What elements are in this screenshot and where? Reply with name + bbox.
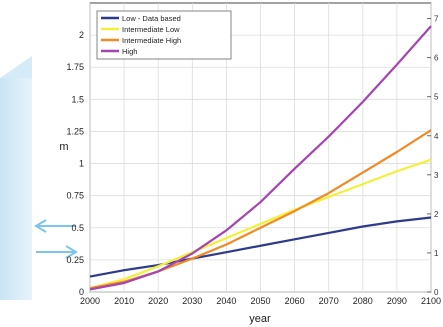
left-arrow-icon bbox=[34, 219, 76, 233]
x-tick-label: 2020 bbox=[148, 296, 168, 306]
x-tick-label: 2050 bbox=[250, 296, 270, 306]
series-line-1 bbox=[89, 158, 432, 290]
legend-label-2: Intermediate High bbox=[122, 36, 181, 45]
legend-label-1: Intermediate Low bbox=[122, 25, 180, 34]
series-line-0 bbox=[89, 216, 432, 278]
x-tick-label: 2080 bbox=[353, 296, 373, 306]
y-tick-label: 1 bbox=[79, 159, 84, 169]
left-decorative-panel bbox=[0, 56, 32, 300]
series-lines bbox=[89, 25, 432, 291]
series-line-3 bbox=[89, 25, 432, 291]
grid-lines bbox=[89, 3, 432, 293]
y-tick-label: 1.25 bbox=[66, 126, 84, 136]
y2-tick-label: 4 bbox=[434, 132, 439, 141]
x-tick-label: 2040 bbox=[216, 296, 236, 306]
x-tick-label: 2060 bbox=[285, 296, 305, 306]
y-tick-label: 1.5 bbox=[71, 94, 84, 104]
y2-tick-label: 7 bbox=[434, 15, 439, 24]
x-tick-label: 2100 bbox=[421, 296, 441, 306]
y2-tick-label: 6 bbox=[434, 54, 439, 63]
y2-axis-ticks: 0 1 2 3 4 5 6 7 bbox=[427, 15, 439, 297]
y2-tick-label: 0 bbox=[434, 288, 439, 297]
x-tick-label: 2070 bbox=[319, 296, 339, 306]
y2-tick-label: 5 bbox=[434, 93, 439, 102]
legend-label-3: High bbox=[122, 47, 137, 56]
x-tick-label: 2030 bbox=[182, 296, 202, 306]
y-tick-label: 0.5 bbox=[71, 223, 84, 233]
y-axis-label: m bbox=[59, 141, 68, 153]
legend: Low - Data based Intermediate Low Intermed… bbox=[96, 10, 232, 60]
y2-tick-label: 2 bbox=[434, 210, 439, 219]
y-tick-label: 0.25 bbox=[66, 255, 84, 265]
x-axis-label: year bbox=[249, 313, 271, 325]
x-axis-ticks: 2000 2010 2020 2030 2040 2050 2060 2070 2080 2090… bbox=[80, 296, 441, 306]
x-tick-label: 2090 bbox=[387, 296, 407, 306]
y-tick-label: 0.75 bbox=[66, 191, 84, 201]
y-tick-label: 2 bbox=[79, 30, 84, 40]
y-tick-label: 0 bbox=[79, 287, 84, 297]
y-tick-label: 1.75 bbox=[66, 62, 84, 72]
legend-label-0: Low - Data based bbox=[122, 14, 181, 23]
y2-tick-label: 1 bbox=[434, 249, 439, 258]
right-arrow-icon bbox=[36, 245, 78, 259]
y-axis-ticks: 0 0.25 0.5 0.75 1 1.25 1.5 1.75 2 bbox=[66, 30, 84, 297]
x-tick-label: 2000 bbox=[80, 296, 100, 306]
x-tick-label: 2010 bbox=[114, 296, 134, 306]
y2-tick-label: 3 bbox=[434, 171, 439, 180]
